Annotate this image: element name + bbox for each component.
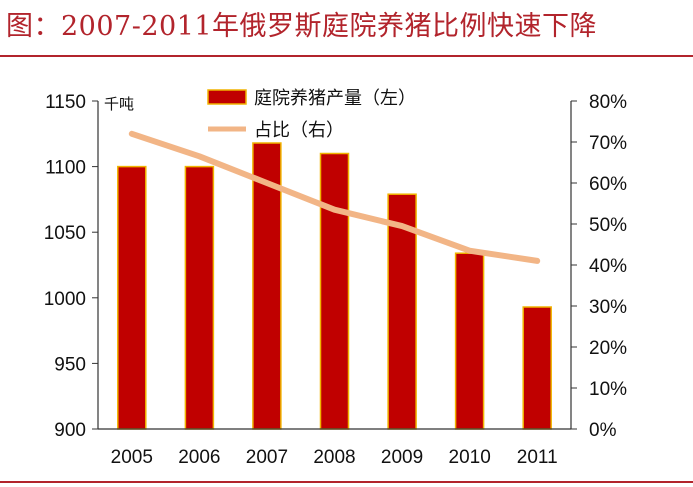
x-tick-label: 2010 (449, 447, 491, 468)
x-tick-label: 2007 (246, 447, 288, 468)
right-tick-label: 0% (589, 420, 617, 441)
x-tick-label: 2009 (381, 447, 423, 468)
left-tick-label: 900 (54, 420, 86, 441)
share-line (128, 130, 541, 264)
right-tick-label: 70% (589, 133, 627, 154)
bar-2007 (252, 142, 282, 430)
right-tick-label: 40% (589, 256, 627, 277)
x-tick-label: 2005 (111, 447, 153, 468)
left-tick-label: 1100 (45, 158, 86, 179)
legend: 庭院养猪产量（左） 占比（右） (207, 88, 416, 141)
bar-2011 (522, 306, 552, 430)
legend-bar-swatch (207, 89, 247, 105)
left-axis-unit: 千吨 (104, 95, 134, 113)
left-tick-label: 950 (54, 354, 86, 375)
x-tick-label: 2011 (517, 447, 558, 468)
right-tick-label: 50% (589, 215, 627, 236)
bar-2010 (454, 252, 485, 430)
bottom-divider (0, 481, 693, 483)
left-tick-label: 1050 (44, 223, 86, 244)
bar-2005 (117, 165, 147, 430)
figure-title: 图：2007-2011年俄罗斯庭院养猪比例快速下降 (6, 11, 598, 42)
right-tick-label: 20% (589, 338, 627, 359)
right-tick-label: 30% (589, 297, 627, 318)
x-tick-label: 2006 (178, 447, 220, 468)
legend-bar-label: 庭院养猪产量（左） (254, 88, 416, 109)
bar-2006 (184, 165, 215, 430)
bar-2008 (319, 152, 350, 430)
x-tick-label: 2008 (313, 447, 355, 468)
title-divider (0, 55, 693, 57)
right-tick-label: 10% (589, 379, 627, 400)
bar-2009 (387, 193, 417, 430)
right-tick-label: 60% (589, 174, 627, 195)
left-tick-label: 1000 (44, 289, 86, 310)
legend-line-label: 占比（右） (254, 120, 344, 141)
right-tick-label: 80% (589, 92, 627, 113)
left-tick-label: 1150 (45, 92, 86, 113)
